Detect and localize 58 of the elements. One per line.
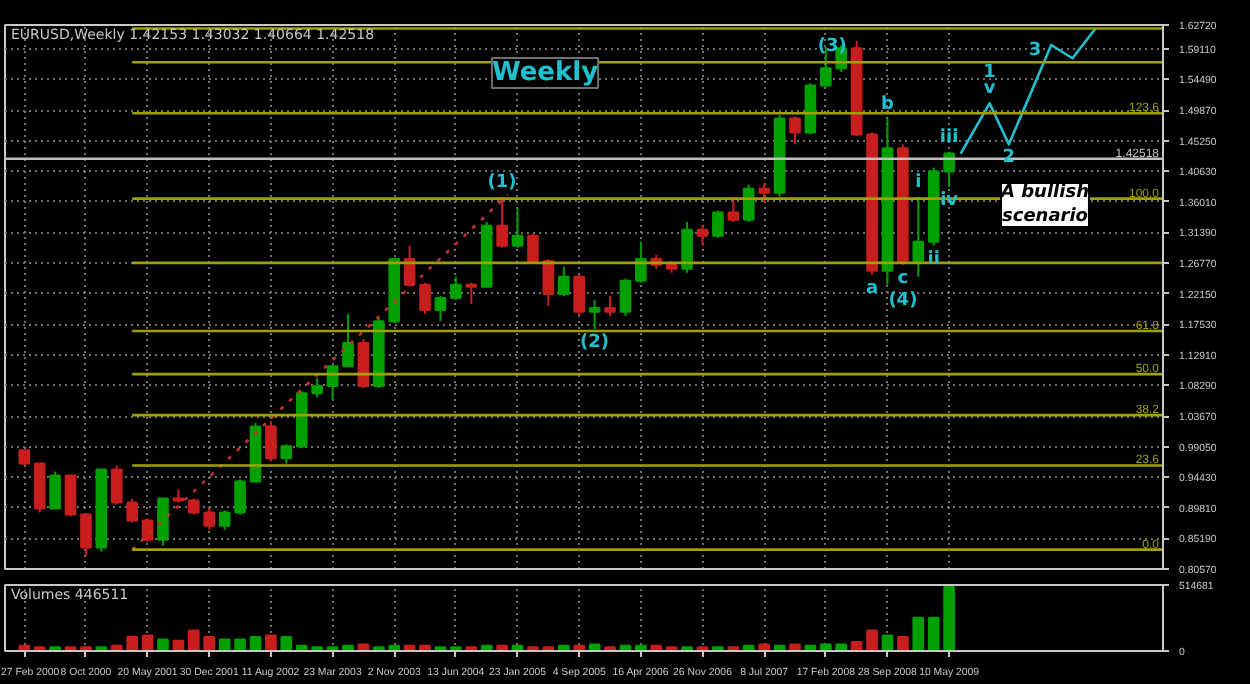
annotation: (2) xyxy=(580,333,610,354)
bar xyxy=(218,638,231,651)
candlestick xyxy=(742,183,755,223)
bar xyxy=(157,638,169,651)
annotation: iii xyxy=(939,127,959,148)
annotation: 1 xyxy=(983,63,996,84)
bar xyxy=(234,638,246,651)
annotation: (1) xyxy=(487,172,517,193)
candlestick xyxy=(619,277,632,317)
annotation: v xyxy=(983,79,996,100)
candlestick xyxy=(604,294,616,317)
annotation: i xyxy=(915,172,922,193)
annotation: (3) xyxy=(817,37,847,58)
candlestick xyxy=(311,377,323,399)
bar xyxy=(897,635,909,651)
bar xyxy=(280,635,293,651)
candlestick xyxy=(912,195,925,278)
candlestick xyxy=(511,207,524,249)
candlestick xyxy=(434,294,447,323)
candlestick xyxy=(419,281,431,315)
candlestick xyxy=(450,275,462,301)
annotation: Weekly xyxy=(491,58,600,88)
candlestick xyxy=(357,338,370,390)
candlestick xyxy=(681,220,693,274)
annotation: 3 xyxy=(1028,41,1042,61)
candlestick xyxy=(342,312,354,368)
candlestick xyxy=(527,232,539,264)
candlestick xyxy=(727,195,740,223)
bar xyxy=(249,635,262,651)
candlestick xyxy=(696,224,709,247)
annotation: (4) xyxy=(888,290,918,311)
candlestick xyxy=(280,443,293,465)
candlestick xyxy=(465,281,478,305)
candlestick xyxy=(496,195,508,249)
candlestick xyxy=(141,517,154,543)
candlestick xyxy=(218,509,231,531)
candlestick xyxy=(789,115,801,146)
candlestick xyxy=(635,240,647,284)
bar xyxy=(866,629,878,651)
candlestick xyxy=(234,478,246,516)
candlestick xyxy=(758,182,770,204)
annotation: b xyxy=(881,94,896,115)
candlestick xyxy=(712,209,724,239)
candlestick xyxy=(265,420,277,463)
annotation: a xyxy=(865,278,879,299)
annotation: A bullish scenario xyxy=(999,183,1089,227)
candlestick xyxy=(64,474,77,518)
candlestick xyxy=(49,470,61,510)
candlestick xyxy=(80,513,92,557)
candlestick xyxy=(542,257,555,307)
candlestick xyxy=(557,265,570,297)
candlestick xyxy=(588,298,601,331)
candlestick xyxy=(573,273,585,317)
bar xyxy=(265,634,277,651)
bar xyxy=(912,616,925,651)
annotation: c xyxy=(897,268,909,289)
candlestick xyxy=(157,497,169,547)
candlestick xyxy=(33,462,46,514)
